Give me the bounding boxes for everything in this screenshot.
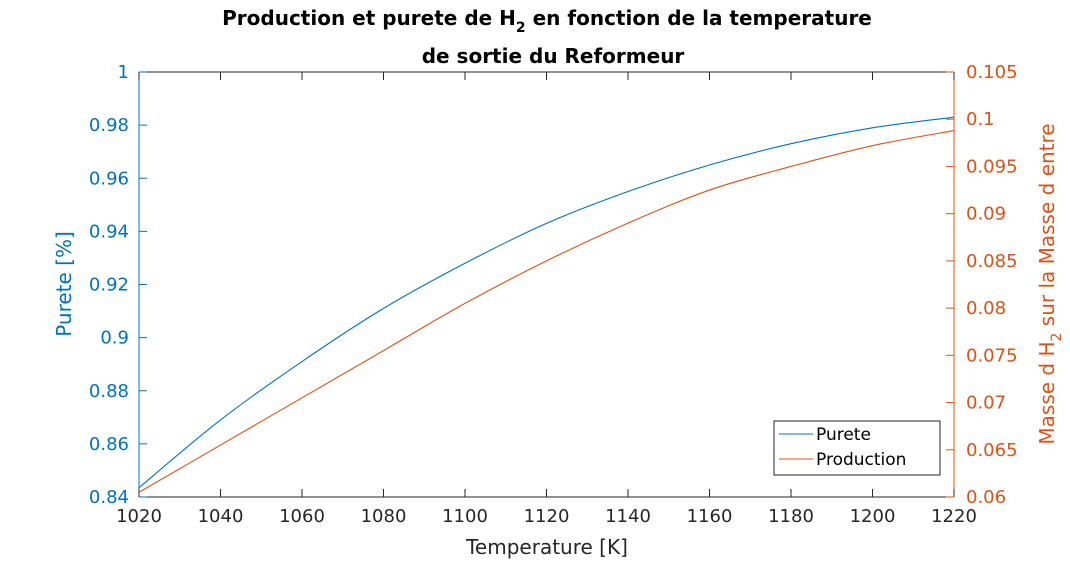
y-left-tick-label: 0.96	[89, 168, 129, 189]
y-right-tick-label: 0.105	[966, 62, 1018, 83]
y-right-label-prefix: Masse d H	[1035, 342, 1059, 445]
y-left-tick-label: 0.9	[100, 328, 129, 349]
y-right-tick-label: 0.09	[966, 204, 1006, 225]
y-right-tick-label: 0.085	[966, 251, 1018, 272]
y-right-label-subscript: 2	[1049, 333, 1065, 342]
title-subscript: 2	[516, 20, 526, 36]
ticks-layer: 1020 1040 1060 1080 1100 1120 1140 1160 1180 1200…	[89, 62, 1018, 527]
y-left-tick-label: 0.88	[89, 381, 129, 402]
y-right-tick-label: 0.06	[966, 487, 1006, 508]
x-tick-label: 1200	[850, 506, 896, 527]
y-right-tick-label: 0.08	[966, 298, 1006, 319]
y-right-tick-label: 0.1	[966, 109, 995, 130]
y-left-tick-label: 0.98	[89, 115, 129, 136]
y-left-axis-label: Purete [%]	[52, 231, 76, 337]
x-axis-label: Temperature [K]	[465, 535, 628, 559]
chart-title-line2: de sortie du Reformeur	[422, 44, 685, 68]
x-tick-label: 1120	[524, 506, 570, 527]
y-left-tick-label: 0.86	[89, 434, 129, 455]
x-tick-label: 1040	[198, 506, 244, 527]
y-right-tick-label: 0.075	[966, 345, 1018, 366]
y-left-tick-label: 0.84	[89, 487, 129, 508]
y-left-tick-label: 0.94	[89, 221, 129, 242]
y-left-tick-label: 0.92	[89, 275, 129, 296]
x-tick-label: 1140	[605, 506, 651, 527]
legend-label-production: Production	[816, 450, 906, 470]
x-tick-label: 1180	[768, 506, 814, 527]
legend-label-purete: Purete	[816, 425, 871, 445]
legend-box	[773, 420, 941, 476]
y-right-tick-label: 0.065	[966, 440, 1018, 461]
series-line-production	[138, 130, 955, 493]
x-tick-label: 1220	[931, 506, 977, 527]
series-layer	[138, 116, 955, 493]
x-tick-label: 1160	[687, 506, 733, 527]
x-tick-label: 1100	[442, 506, 488, 527]
title-suffix: en fonction de la temperature	[526, 6, 872, 30]
x-tick-label: 1080	[361, 506, 407, 527]
y-left-tick-label: 1	[118, 62, 129, 83]
y-right-label-suffix: sur la Masse d entre	[1035, 123, 1059, 332]
chart-title-line1: Production et purete de H2 en fonction d…	[222, 6, 872, 36]
y-right-axis-label: Masse d H2 sur la Masse d entre	[1035, 123, 1065, 444]
x-tick-label: 1060	[279, 506, 325, 527]
series-line-purete	[138, 116, 955, 489]
legend: Purete Production	[773, 420, 941, 476]
title-prefix: Production et purete de H	[222, 6, 516, 30]
y-right-tick-label: 0.095	[966, 156, 1018, 177]
x-tick-label: 1020	[116, 506, 162, 527]
y-right-tick-label: 0.07	[966, 393, 1006, 414]
